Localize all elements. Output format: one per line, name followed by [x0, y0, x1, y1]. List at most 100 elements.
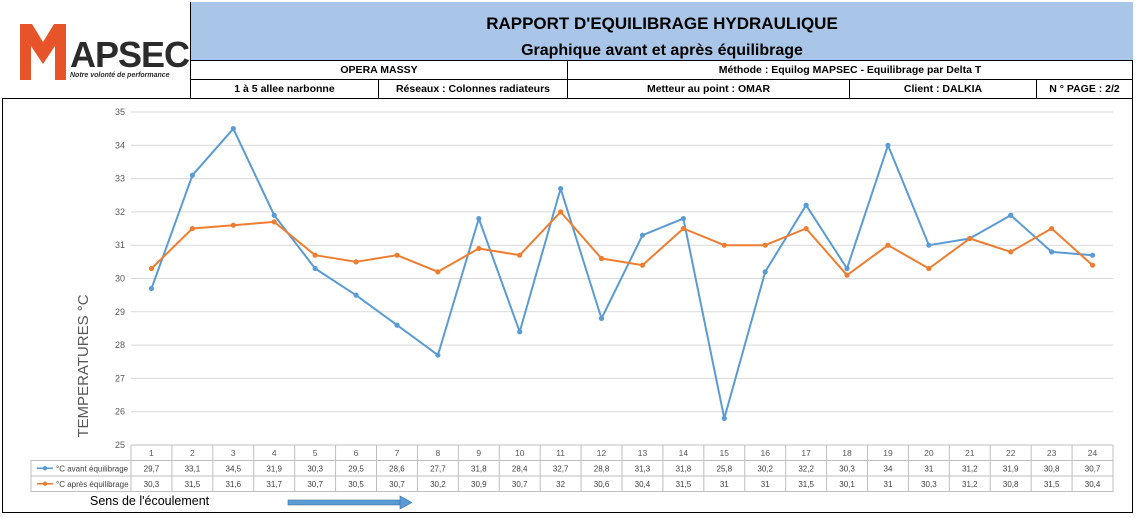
logo-tagline: Notre volonté de performance	[70, 72, 170, 79]
data-point	[803, 225, 809, 232]
table-value: 30,9	[471, 480, 487, 489]
table-value: 31	[720, 480, 729, 489]
x-tick-label: 2	[190, 448, 195, 458]
table-value: 30,5	[348, 480, 364, 489]
page-number: N ° PAGE : 2/2	[1037, 80, 1133, 99]
y-tick-label: 25	[115, 440, 125, 450]
data-point	[394, 252, 400, 258]
data-point	[353, 292, 359, 298]
data-point	[148, 265, 155, 272]
table-value: 30,4	[1085, 480, 1101, 489]
x-tick-label: 6	[354, 448, 359, 458]
table-value: 32,2	[798, 464, 814, 473]
x-tick-label: 9	[476, 448, 481, 458]
data-point	[762, 269, 768, 275]
x-tick-label: 11	[556, 448, 565, 458]
data-point	[230, 222, 236, 228]
x-tick-label: 18	[842, 448, 852, 458]
y-tick-label: 31	[115, 240, 125, 250]
series-line-after	[150, 210, 1094, 277]
data-point	[967, 235, 973, 242]
data-point	[476, 215, 482, 222]
client-name: Client : DALKIA	[850, 80, 1037, 99]
data-point	[189, 172, 195, 178]
table-value: 31	[884, 480, 893, 489]
x-tick-label: 1	[149, 448, 154, 458]
table-value: 30,7	[512, 480, 528, 489]
table-value: 31,3	[635, 464, 651, 473]
data-point	[353, 259, 359, 265]
table-value: 30,3	[921, 480, 937, 489]
data-point	[312, 252, 318, 258]
site-name: OPERA MASSY	[191, 61, 568, 80]
legend-entry: °C après équilibrage	[56, 480, 129, 489]
data-point	[148, 285, 155, 292]
table-value: 28,4	[512, 464, 528, 473]
y-tick-layer: 25 26 27 28 29 30 31 32 33 34 35	[115, 107, 125, 450]
data-point	[680, 215, 686, 222]
data-point	[558, 185, 564, 192]
table-value: 31,7	[266, 480, 282, 489]
data-point	[1049, 249, 1055, 255]
x-tick-label: 22	[1006, 448, 1016, 458]
y-tick-label: 34	[115, 140, 125, 150]
x-tick-label: 4	[272, 448, 277, 458]
legend-entry: °C avant équilibrage	[56, 464, 129, 473]
y-tick-label: 35	[115, 107, 125, 117]
table-value: 30,4	[635, 480, 651, 489]
data-point	[844, 272, 850, 278]
logo-m-icon: M	[20, 24, 66, 80]
x-tick-label: 17	[801, 448, 811, 458]
legend-marker	[42, 466, 48, 471]
data-point	[189, 225, 195, 232]
y-tick-label: 33	[115, 174, 125, 184]
data-point	[598, 255, 605, 262]
table-value: 25,8	[717, 464, 733, 473]
data-point	[885, 142, 891, 148]
report-title: RAPPORT D'EQUILIBRAGE HYDRAULIQUE	[486, 14, 838, 33]
chart-area: TEMPERATURES °C 25 26 27 28 29 30 31 32 33 34 35 1…	[2, 100, 1133, 513]
flow-arrow-icon	[287, 495, 413, 510]
x-tick-label: 8	[436, 448, 441, 458]
y-tick-label: 28	[115, 340, 125, 350]
data-point	[517, 252, 523, 258]
data-point	[1089, 252, 1096, 258]
x-tick-label: 7	[395, 448, 400, 458]
method-info: Méthode : Equilog MAPSEC - Equilibrage p…	[568, 61, 1133, 80]
table-value: 30,3	[307, 464, 323, 473]
table-value: 31,5	[676, 480, 692, 489]
table-value: 31,8	[676, 464, 692, 473]
flow-direction-label: Sens de l'écoulement	[90, 494, 210, 508]
table-value: 31,5	[798, 480, 814, 489]
x-tick-label: 13	[638, 448, 648, 458]
table-value: 32,7	[553, 464, 569, 473]
table-value: 30,2	[757, 464, 773, 473]
x-tick-label: 24	[1088, 448, 1098, 458]
data-point	[1089, 262, 1096, 268]
table-value: 34,5	[226, 464, 242, 473]
table-value: 30,3	[839, 464, 855, 473]
table-value: 28,8	[594, 464, 610, 473]
y-axis-label: TEMPERATURES °C	[75, 294, 92, 437]
data-point	[558, 209, 564, 215]
table-value: 27,7	[430, 464, 446, 473]
data-point	[844, 265, 850, 272]
x-tick-label: 20	[924, 448, 934, 458]
address: 1 à 5 allee narbonne	[191, 80, 379, 99]
data-point	[1008, 249, 1014, 255]
data-point	[1008, 212, 1014, 218]
y-tick-label: 26	[115, 407, 125, 417]
x-tick-label: 16	[760, 448, 770, 458]
network-type: Réseaux : Colonnes radiateurs	[379, 80, 568, 99]
table-value: 30,8	[1044, 464, 1060, 473]
table-value: 32	[556, 480, 565, 489]
x-tick-label: 12	[597, 448, 607, 458]
title-band: RAPPORT D'EQUILIBRAGE HYDRAULIQUE Graphi…	[191, 2, 1133, 61]
table-value: 31,2	[962, 464, 978, 473]
data-point	[394, 322, 400, 328]
data-table: 1 2 3 4 5 6 7 8 9 10 11 12 13 14 15 16 17 18 19 20 21 22 23 24°…	[30, 444, 1114, 492]
table-value: 31	[761, 480, 770, 489]
table-value: 30,7	[307, 480, 323, 489]
legend-marker	[42, 481, 48, 486]
